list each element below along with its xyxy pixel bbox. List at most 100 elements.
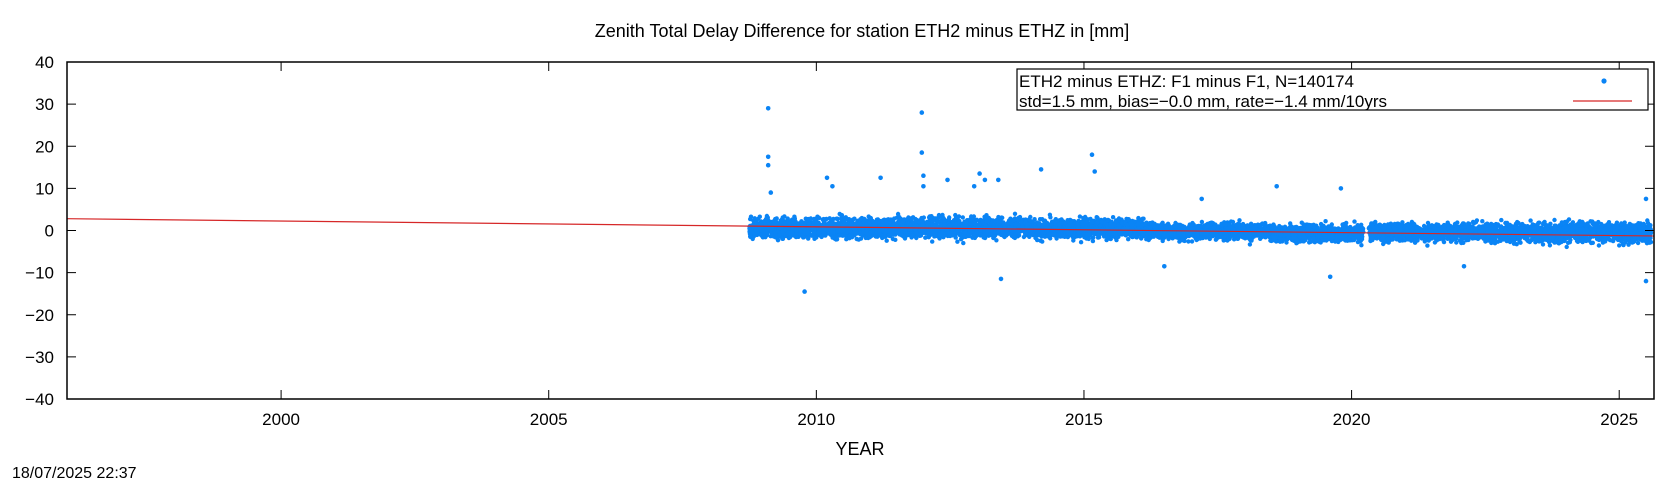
data-point xyxy=(994,218,999,223)
data-point xyxy=(834,216,840,221)
data-point xyxy=(839,214,844,219)
data-point xyxy=(1012,227,1018,233)
data-point xyxy=(821,232,827,237)
data-point xyxy=(1168,225,1173,230)
data-point xyxy=(749,228,754,233)
data-point xyxy=(1033,234,1038,239)
data-point xyxy=(1234,222,1239,228)
data-point xyxy=(1144,237,1149,242)
data-point xyxy=(1040,230,1045,235)
data-point xyxy=(773,229,778,235)
data-point xyxy=(1223,222,1229,227)
data-point xyxy=(1037,221,1042,226)
data-point xyxy=(777,232,782,237)
data-point xyxy=(761,229,766,234)
data-point xyxy=(751,224,756,229)
data-point xyxy=(780,236,785,241)
data-point xyxy=(1144,231,1150,237)
data-point xyxy=(988,232,993,238)
data-point xyxy=(925,221,930,226)
data-point xyxy=(808,216,813,221)
data-point xyxy=(937,232,942,237)
data-point xyxy=(1056,233,1061,238)
data-point xyxy=(806,235,811,240)
data-point xyxy=(994,238,999,243)
data-point xyxy=(1226,226,1231,231)
data-point xyxy=(926,231,931,236)
data-point xyxy=(752,232,758,237)
data-point xyxy=(1076,232,1081,237)
data-point xyxy=(1110,215,1116,220)
data-point xyxy=(1126,217,1131,222)
data-point xyxy=(848,222,853,228)
data-point xyxy=(1237,218,1242,223)
data-point xyxy=(1065,218,1070,224)
data-point xyxy=(958,237,964,242)
data-point xyxy=(1048,215,1053,220)
data-point xyxy=(794,227,800,232)
data-point xyxy=(858,217,863,222)
scatter-series xyxy=(747,106,1654,294)
data-point xyxy=(783,232,789,237)
data-point xyxy=(961,240,966,246)
data-point xyxy=(1186,239,1191,244)
data-point xyxy=(1083,214,1088,220)
data-point xyxy=(963,234,968,239)
data-point xyxy=(1078,240,1084,245)
data-point xyxy=(890,232,896,237)
data-point xyxy=(1131,234,1136,239)
data-point xyxy=(1211,231,1216,236)
data-point xyxy=(1040,217,1045,222)
data-point xyxy=(969,214,974,219)
data-point xyxy=(1205,231,1210,236)
data-point xyxy=(852,216,857,221)
data-point xyxy=(782,221,788,227)
data-point xyxy=(1132,229,1138,234)
data-point xyxy=(1240,225,1246,231)
data-point xyxy=(805,230,811,235)
data-point xyxy=(1077,214,1083,219)
data-point xyxy=(1091,230,1096,236)
data-point xyxy=(973,221,978,227)
data-point xyxy=(815,222,820,227)
data-point xyxy=(955,239,960,244)
data-point xyxy=(1166,236,1171,242)
data-point xyxy=(1095,232,1101,237)
data-point xyxy=(998,226,1003,231)
data-point xyxy=(909,233,914,238)
data-point xyxy=(1100,219,1105,225)
data-point xyxy=(1105,235,1110,240)
plot-area xyxy=(66,106,1655,294)
data-point xyxy=(974,230,979,235)
data-point xyxy=(1180,238,1185,243)
data-point xyxy=(1049,232,1055,237)
data-point xyxy=(1205,224,1210,229)
data-point xyxy=(1080,220,1086,225)
data-point xyxy=(1071,238,1076,243)
data-point xyxy=(780,229,785,234)
data-point xyxy=(970,235,975,240)
data-point xyxy=(756,216,761,221)
data-point xyxy=(968,229,973,234)
data-point xyxy=(783,227,788,232)
data-point xyxy=(1186,225,1191,230)
data-point xyxy=(799,233,805,238)
data-point xyxy=(1023,217,1028,222)
data-point xyxy=(984,219,990,224)
data-point xyxy=(1213,237,1219,242)
data-point xyxy=(867,235,872,240)
data-point xyxy=(872,222,878,227)
data-point xyxy=(1069,218,1074,223)
data-point xyxy=(841,228,846,233)
data-point xyxy=(1236,228,1241,233)
data-point xyxy=(1247,242,1253,247)
data-point xyxy=(829,221,834,227)
data-point xyxy=(786,219,791,224)
data-point xyxy=(1022,230,1028,235)
data-point xyxy=(1066,223,1072,228)
data-point xyxy=(972,217,977,223)
data-point xyxy=(1240,221,1246,227)
data-point xyxy=(1245,223,1250,228)
data-point xyxy=(821,222,826,227)
